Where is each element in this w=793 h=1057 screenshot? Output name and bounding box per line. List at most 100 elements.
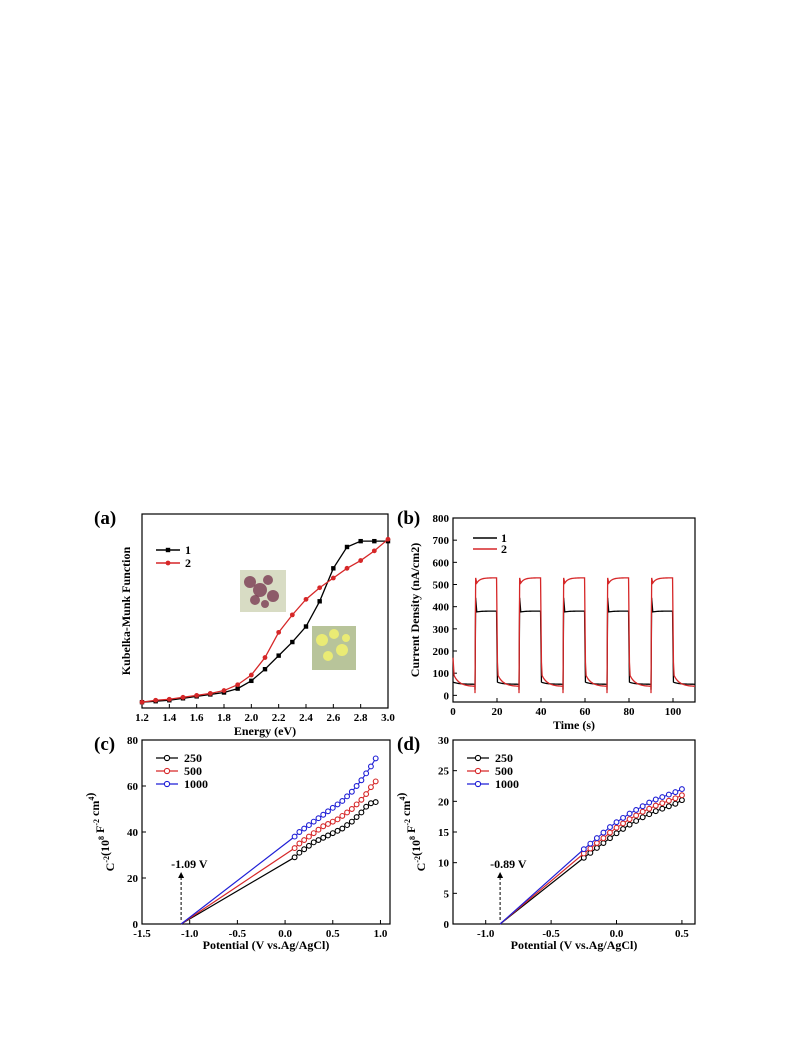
point-c-500	[372, 778, 379, 785]
intercept-label-c: -1.09 V	[171, 857, 208, 871]
point-d-1000	[580, 846, 587, 853]
x-tick-label-d: -1.0	[477, 928, 495, 940]
x-tick-label-a: 1.8	[217, 712, 231, 724]
chart-d: (d) -1.0 -0.5 0.0 0.5 0 5 10 15 20 25 30 Potential (…	[394, 734, 696, 952]
point-c-1000	[315, 815, 322, 822]
legend-label-c-500: 500	[184, 764, 202, 778]
point-d-1000	[633, 806, 640, 813]
point-c-500	[367, 784, 374, 791]
fit-line-c-250	[180, 856, 295, 925]
point-c-1000	[305, 822, 312, 829]
chart-b: (b) 0 20 40 60 80 100 0 100 200 300 400 500 600 700 800…	[397, 508, 696, 732]
x-tick-label-b: 0	[450, 706, 456, 718]
point-c-500	[291, 845, 298, 852]
legend-marker-d-1000	[474, 780, 482, 788]
point-c-1000	[291, 833, 298, 840]
legend-label-a-1: 1	[185, 543, 191, 557]
point-d-500	[678, 792, 685, 799]
point-d-250	[639, 814, 646, 821]
legend-label-b-2: 2	[501, 542, 507, 556]
point-a-2	[166, 696, 172, 702]
x-tick-label-a: 2.0	[244, 712, 258, 724]
series-line-d-250	[583, 799, 683, 859]
point-d-250	[678, 797, 685, 804]
point-c-500	[320, 823, 327, 830]
point-c-250	[320, 834, 327, 841]
x-tick-label-c: 1.0	[374, 928, 388, 940]
point-c-250	[358, 809, 365, 816]
point-a-2	[235, 682, 241, 688]
y-tick-label-d: 10	[438, 858, 450, 870]
point-a-1	[317, 599, 322, 604]
legend-marker-a-2	[165, 560, 171, 566]
point-c-500	[363, 791, 370, 798]
fit-line-c-1000	[180, 836, 295, 925]
y-tick-label-b: 300	[433, 624, 450, 636]
inset-photo-yellow	[312, 626, 356, 670]
crystal-purple	[267, 590, 279, 602]
plot-frame-b	[452, 517, 696, 703]
x-tick-label-c: 0.0	[278, 928, 292, 940]
legend-label-d-1000: 1000	[495, 777, 519, 791]
point-d-500	[633, 812, 640, 819]
point-c-500	[358, 796, 365, 803]
plot-frame-a	[141, 513, 389, 709]
legend-marker-d-500	[474, 767, 482, 775]
y-tick-label-b: 0	[444, 690, 450, 702]
fit-line-d-1000	[499, 848, 585, 925]
panel-b: (b) 0 20 40 60 80 100 0 100 200 300 400 500 600 700 800…	[395, 500, 705, 740]
y-tick-label-d: 30	[438, 735, 450, 747]
legend-label-c-1000: 1000	[184, 777, 208, 791]
y-axis-title-d: C-2(108 F-2 cm4)	[394, 793, 428, 872]
intercept-arrowhead-c	[178, 872, 185, 878]
point-c-500	[353, 801, 360, 808]
x-tick-label-c: -1.0	[181, 928, 199, 940]
plot-frame-c	[141, 739, 391, 925]
series-line-b-1	[452, 597, 696, 690]
point-d-250	[620, 825, 627, 832]
y-tick-label-c: 60	[127, 781, 139, 793]
y-tick-label-c: 40	[127, 827, 139, 839]
x-tick-label-a: 2.2	[272, 712, 286, 724]
panel-label-c: (c)	[94, 734, 115, 755]
point-d-500	[639, 808, 646, 815]
point-d-1000	[587, 840, 594, 847]
legend-marker-c-250	[163, 754, 171, 762]
point-d-250	[600, 840, 607, 846]
point-a-2	[262, 655, 268, 660]
point-d-1000	[665, 791, 672, 798]
intercept-label-d: -0.89 V	[490, 857, 527, 871]
y-tick-label-d: 0	[444, 919, 450, 931]
series-line-d-500	[583, 794, 683, 854]
point-d-250	[659, 805, 666, 812]
point-a-2	[371, 548, 377, 554]
point-c-250	[348, 818, 355, 825]
point-a-1	[331, 566, 336, 571]
point-c-250	[310, 839, 317, 846]
point-a-1	[235, 686, 240, 691]
point-d-500	[646, 805, 653, 812]
panel-label-d: (d)	[397, 734, 420, 755]
legend-label-c-250: 250	[184, 751, 202, 765]
x-tick-label-b: 100	[665, 706, 682, 718]
point-c-250	[329, 830, 336, 837]
point-d-500	[607, 829, 613, 836]
point-c-1000	[367, 763, 374, 770]
point-a-1	[290, 639, 295, 645]
y-axis-title-b: Current Density (nA/cm2)	[408, 543, 422, 677]
crystal-purple	[261, 600, 269, 608]
series-line-b-2	[452, 577, 696, 694]
legend-marker-a-1	[165, 547, 171, 553]
point-d-500	[626, 816, 633, 823]
point-c-500	[329, 818, 336, 825]
point-c-1000	[334, 801, 341, 808]
y-tick-label-d: 15	[438, 827, 450, 839]
legend-label-a-2: 2	[185, 556, 191, 570]
point-c-500	[305, 833, 312, 840]
point-c-250	[334, 827, 341, 834]
point-c-250	[344, 822, 351, 829]
point-d-1000	[646, 799, 653, 806]
x-axis-title-c: Potential (V vs.Ag/AgCl)	[203, 938, 330, 952]
point-d-500	[613, 824, 620, 831]
point-c-500	[325, 820, 331, 827]
